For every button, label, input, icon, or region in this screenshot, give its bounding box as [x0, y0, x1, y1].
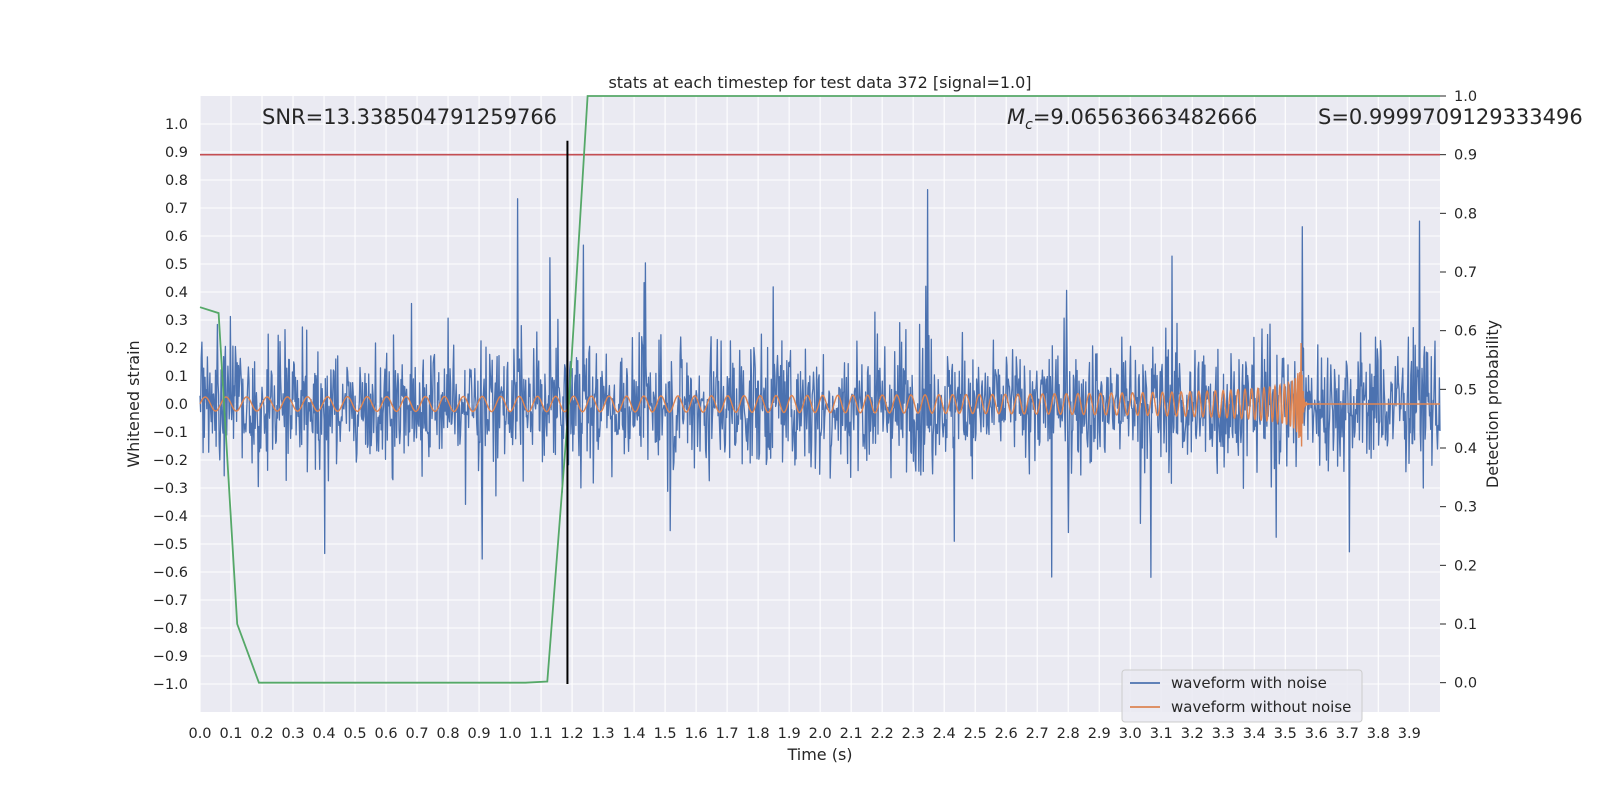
- y-tick-label: 0.3: [165, 313, 188, 329]
- x-tick-label: 2.6: [995, 726, 1018, 742]
- x-tick-label: 0.3: [281, 726, 304, 742]
- legend: waveform with noise waveform without noi…: [1121, 669, 1363, 723]
- x-tick-label: 1.0: [499, 726, 522, 742]
- x-tick-label: 2.3: [902, 726, 925, 742]
- y2-tick-label: 0.1: [1454, 617, 1477, 633]
- y-tick-label: −0.8: [153, 621, 188, 637]
- y-tick-label: −1.0: [153, 677, 188, 693]
- s-annotation: S=0.9999709129333496: [1318, 105, 1583, 129]
- x-tick-label: 0.1: [219, 726, 242, 742]
- x-tick-label: 0.6: [375, 726, 398, 742]
- chart-title: stats at each timestep for test data 372…: [608, 73, 1031, 92]
- x-tick-label: 3.1: [1150, 726, 1173, 742]
- x-tick-label: 3.6: [1305, 726, 1328, 742]
- y2-tick-label: 0.4: [1454, 441, 1477, 457]
- y-tick-label: −0.3: [153, 481, 188, 497]
- x-tick-label: 2.9: [1088, 726, 1111, 742]
- x-tick-label: 2.4: [933, 726, 956, 742]
- y-tick-label: −0.1: [153, 425, 188, 441]
- y-tick-label: −0.7: [153, 593, 188, 609]
- x-tick-label: 2.0: [809, 726, 832, 742]
- x-tick-label: 3.7: [1336, 726, 1359, 742]
- y-tick-label: 0.9: [165, 145, 188, 161]
- mc-annotation: Mc=9.06563663482666: [1007, 105, 1258, 133]
- legend-label-clean: waveform without noise: [1171, 698, 1351, 716]
- x-tick-label: 0.8: [437, 726, 460, 742]
- y-tick-label: −0.9: [153, 649, 188, 665]
- x-tick-label: 1.5: [654, 726, 677, 742]
- y2-tick-label: 1.0: [1454, 89, 1477, 105]
- tick-labels: 0.0 0.1 0.2 0.3 0.4 0.5 0.6 0.7 0.8 0.9 1.0 1.1 1.2 1…: [153, 89, 1477, 742]
- x-tick-label: 3.2: [1181, 726, 1204, 742]
- x-tick-label: 1.6: [685, 726, 708, 742]
- x-tick-label: 2.1: [840, 726, 863, 742]
- series-waveform-with-noise: [199, 189, 1441, 578]
- x-tick-label: 2.8: [1057, 726, 1080, 742]
- x-tick-label: 1.3: [592, 726, 615, 742]
- series-layer: [199, 189, 1441, 578]
- y2-tick-label: 0.6: [1454, 324, 1477, 340]
- y-tick-label: 0.7: [165, 201, 188, 217]
- x-tick-label: 0.9: [468, 726, 491, 742]
- x-tick-label: 3.8: [1367, 726, 1390, 742]
- legend-label-noise: waveform with noise: [1171, 674, 1327, 692]
- x-tick-label: 2.5: [964, 726, 987, 742]
- y2-tick-label: 0.5: [1454, 382, 1477, 398]
- x-tick-label: 1.7: [716, 726, 739, 742]
- y-tick-label: −0.5: [153, 537, 188, 553]
- overlay-layer: [199, 95, 1440, 684]
- y2-tick-label: 0.8: [1454, 206, 1477, 222]
- x-tick-label: 0.0: [188, 726, 211, 742]
- y-tick-label: −0.2: [153, 453, 188, 469]
- x-tick-label: 3.3: [1212, 726, 1235, 742]
- y-tick-label: 0.5: [165, 257, 188, 273]
- y-tick-label: −0.6: [153, 565, 188, 581]
- y-tick-label: 0.2: [165, 341, 188, 357]
- y-tick-label: 1.0: [165, 117, 188, 133]
- snr-annotation: SNR=13.338504791259766: [262, 105, 557, 129]
- y2-tick-label: 0.9: [1454, 148, 1477, 164]
- x-tick-label: 0.5: [344, 726, 367, 742]
- x-tick-label: 0.7: [406, 726, 429, 742]
- y-tick-label: 0.4: [165, 285, 188, 301]
- x-tick-label: 1.8: [747, 726, 770, 742]
- y-tick-label: 0.6: [165, 229, 188, 245]
- y2-tick-label: 0.2: [1454, 558, 1477, 574]
- x-tick-label: 0.2: [250, 726, 273, 742]
- x-tick-label: 3.9: [1398, 726, 1421, 742]
- y2-axis-label: Detection probability: [1483, 320, 1502, 488]
- x-tick-label: 1.2: [561, 726, 584, 742]
- x-tick-label: 1.4: [623, 726, 646, 742]
- x-tick-label: 1.9: [778, 726, 801, 742]
- legend-box: [1121, 669, 1363, 723]
- y-tick-label: 0.8: [165, 173, 188, 189]
- x-tick-label: 2.7: [1026, 726, 1049, 742]
- x-axis-label: Time (s): [786, 745, 852, 764]
- y-tick-label: −0.4: [153, 509, 188, 525]
- x-tick-label: 2.2: [871, 726, 894, 742]
- y2-tick-label: 0.7: [1454, 265, 1477, 281]
- y-tick-label: 0.0: [165, 397, 188, 413]
- y2-tick-label: 0.0: [1454, 676, 1477, 692]
- y-axis-label: Whitened strain: [124, 340, 143, 467]
- series-waveform-without-noise: [199, 342, 1440, 447]
- x-tick-label: 0.4: [312, 726, 335, 742]
- series-detection-probability: [199, 95, 1440, 684]
- x-tick-label: 3.0: [1119, 726, 1142, 742]
- x-tick-label: 3.4: [1243, 726, 1266, 742]
- x-tick-label: 1.1: [530, 726, 553, 742]
- y-tick-label: 0.1: [165, 369, 188, 385]
- x-tick-label: 3.5: [1274, 726, 1297, 742]
- y2-tick-label: 0.3: [1454, 500, 1477, 516]
